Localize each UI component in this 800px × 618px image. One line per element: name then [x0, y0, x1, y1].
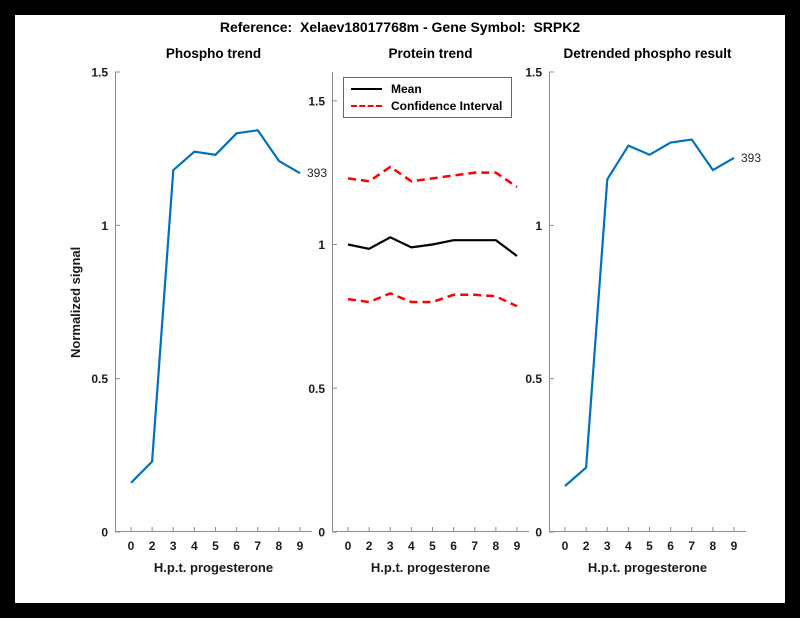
y-tick-label: 0	[535, 526, 542, 540]
x-tick-label: 8	[710, 539, 717, 553]
y-tick-label: 0.5	[525, 372, 542, 386]
x-tick-label: 2	[149, 539, 156, 553]
x-tick-label: 6	[667, 539, 674, 553]
x-tick-label: 7	[471, 539, 478, 553]
y-tick-label: 1.5	[525, 66, 542, 80]
x-axis-label: H.p.t. progesterone	[153, 560, 274, 575]
ci-line-swatch-icon	[351, 105, 382, 107]
x-tick-label: 9	[731, 539, 738, 553]
subplot-protein-trend: Protein trend 0 0.5 1 1.5 0 2 3 4 5 6 7 8 9 Mean Con…	[308, 46, 529, 575]
y-tick-label: 0	[318, 526, 325, 540]
x-tick-label: 8	[493, 539, 500, 553]
x-tick-label: 4	[408, 539, 415, 553]
axis-spines	[115, 72, 312, 532]
subplot-detrended-phospho: Detrended phospho result 0 0.5 1 1.5 0 2 3 4 5 6 7…	[525, 46, 761, 575]
series-line-ci-upper	[347, 165, 518, 189]
x-tick-label: 5	[646, 539, 653, 553]
x-tick-label: 5	[212, 539, 219, 553]
legend-entry-mean: Mean	[351, 82, 502, 96]
x-axis-label: H.p.t. progesterone	[587, 560, 708, 575]
y-tick-label: 0.5	[91, 372, 108, 386]
mean-line-swatch-icon	[351, 88, 382, 90]
subplot-phospho-trend: Phospho trend Normalized signal 0 0.5 1 1.5…	[68, 46, 327, 575]
plot-title: Protein trend	[388, 46, 473, 61]
x-tick-label: 0	[562, 539, 569, 553]
endpoint-annotation: 393	[741, 151, 761, 165]
x-tick-label: 3	[170, 539, 177, 553]
y-tick-label: 0	[101, 526, 108, 540]
x-tick-label: 6	[233, 539, 240, 553]
x-tick-label: 0	[128, 539, 135, 553]
series-line-phospho-signal	[130, 129, 301, 484]
plot-title: Detrended phospho result	[563, 46, 732, 61]
y-axis-label: Normalized signal	[68, 246, 83, 358]
y-tick-label: 1	[535, 219, 542, 233]
x-tick-label: 6	[450, 539, 457, 553]
y-tick-label: 1	[101, 219, 108, 233]
x-tick-label: 3	[387, 539, 394, 553]
endpoint-annotation: 393	[307, 166, 327, 180]
legend-label: Confidence Interval	[391, 99, 503, 113]
axis-spines	[549, 72, 746, 532]
figure-title: Reference: Xelaev18017768m - Gene Symbol…	[219, 19, 581, 35]
x-tick-label: 0	[345, 539, 352, 553]
x-tick-label: 7	[688, 539, 695, 553]
legend-entry-confidence-interval: Confidence Interval	[351, 99, 502, 113]
x-axis-label: H.p.t. progesterone	[370, 560, 491, 575]
figure-canvas: Reference: Xelaev18017768m - Gene Symbol…	[15, 15, 785, 603]
y-tick-label: 1.5	[308, 94, 325, 108]
x-tick-label: 7	[254, 539, 261, 553]
y-tick-label: 0.5	[308, 382, 325, 396]
x-tick-label: 5	[429, 539, 436, 553]
series-line-detrended-phospho-signal	[564, 138, 735, 487]
series-line-mean	[347, 236, 518, 257]
x-tick-label: 9	[297, 539, 304, 553]
legend-label: Mean	[391, 82, 422, 96]
x-tick-label: 4	[625, 539, 632, 553]
plot-axes-svg: 00.511.50 2 3 4 5 6 7 8 9	[308, 72, 529, 553]
x-tick-label: 2	[583, 539, 590, 553]
plot-title: Phospho trend	[165, 46, 262, 61]
legend: Mean Confidence Interval	[343, 77, 513, 118]
y-tick-label: 1.5	[91, 66, 108, 80]
x-tick-label: 8	[276, 539, 283, 553]
x-tick-label: 9	[514, 539, 521, 553]
y-tick-label: 1	[318, 238, 325, 252]
series-line-ci-lower	[347, 292, 518, 308]
x-tick-label: 3	[604, 539, 611, 553]
x-tick-label: 4	[191, 539, 198, 553]
x-tick-label: 2	[366, 539, 373, 553]
